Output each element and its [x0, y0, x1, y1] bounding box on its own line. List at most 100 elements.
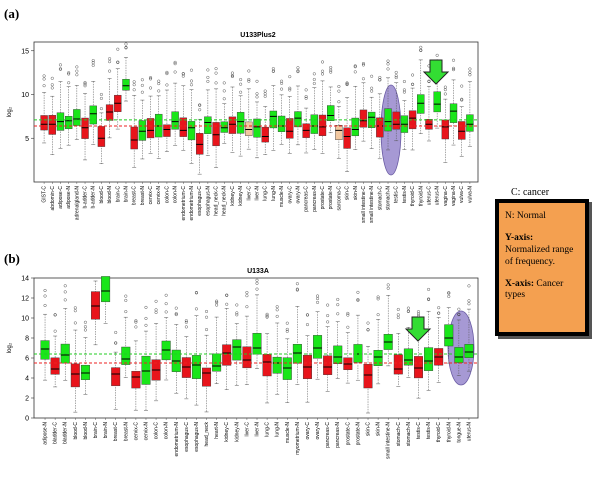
- chart-title: U133Plus2: [240, 32, 276, 39]
- outlier-point: [99, 107, 103, 111]
- y-tick-label: 6: [25, 356, 29, 363]
- x-tick-label: esophagus-N: [194, 422, 200, 452]
- box-muscle-n: [277, 115, 286, 132]
- box-liver-n: [253, 118, 261, 138]
- outlier-point: [83, 320, 87, 324]
- box-skin-c: [343, 127, 351, 149]
- outlier-point: [285, 327, 289, 331]
- outlier-point: [452, 66, 456, 70]
- box-ovary-n: [294, 111, 302, 128]
- outlier-point: [437, 311, 441, 315]
- x-tick-label: uterus-C: [426, 186, 432, 206]
- outlier-point: [63, 290, 67, 294]
- box-tongue-n: [454, 347, 464, 363]
- outlier-point: [124, 294, 128, 298]
- x-tick-label: lung-C: [265, 422, 271, 437]
- x-tick-label: kidney-N: [238, 186, 244, 206]
- outlier-point: [316, 297, 320, 301]
- box-adipose-n: [64, 116, 73, 129]
- y-axis-label: log₂: [7, 106, 13, 117]
- outlier-point: [205, 309, 209, 313]
- x-tick-label: endometrium-C: [181, 186, 187, 221]
- x-tick-label: testis-C: [416, 422, 422, 439]
- outlier-point: [255, 287, 259, 291]
- outlier-point: [376, 313, 380, 317]
- x-tick-label: lung-N: [271, 186, 277, 201]
- box-prostate-c: [318, 114, 327, 136]
- outlier-point: [345, 83, 349, 87]
- outlier-point: [275, 305, 279, 309]
- box-thyroid-n: [417, 94, 425, 114]
- outlier-point: [124, 45, 128, 49]
- outlier-point: [206, 79, 210, 83]
- outlier-point: [396, 316, 400, 320]
- box-head_neck-n: [220, 121, 228, 133]
- x-tick-label: pancreas-C: [325, 422, 331, 448]
- x-tick-label: blood-C: [99, 186, 105, 204]
- outlier-point: [376, 297, 380, 301]
- x-tick-label: adipose-N: [66, 186, 72, 209]
- outlier-point: [329, 70, 333, 74]
- box-brain-n: [101, 276, 111, 303]
- outlier-point: [99, 92, 103, 96]
- outlier-point: [144, 305, 148, 309]
- x-tick-label: bladder-C: [53, 422, 59, 444]
- x-tick-label: kidney-C: [224, 422, 230, 442]
- box-brain-n: [122, 79, 130, 91]
- box-esophagus-n: [204, 116, 212, 134]
- chart-title: U133A: [247, 268, 269, 275]
- outlier-point: [222, 89, 226, 93]
- x-tick-label: stomach-C: [396, 422, 402, 447]
- outlier-point: [452, 58, 456, 62]
- box-kidney-c: [228, 116, 237, 134]
- box-uterus-n: [464, 344, 474, 359]
- outlier-point: [83, 325, 87, 329]
- box-head_neck-c: [212, 122, 220, 147]
- x-tick-label: ovary-N: [315, 422, 321, 440]
- outlier-point: [419, 48, 423, 52]
- x-tick-label: colon-N: [173, 186, 179, 204]
- outlier-point: [205, 315, 209, 319]
- box-breast-c: [111, 367, 121, 387]
- x-tick-label: prostate-N: [355, 422, 361, 446]
- outlier-point: [144, 323, 148, 327]
- outlier-point: [361, 63, 365, 67]
- legend-y-axis-text: Normalized range of frequency.: [505, 244, 574, 267]
- x-tick-label: kidney-C: [230, 186, 236, 206]
- outlier-point: [206, 68, 210, 72]
- outlier-point: [255, 79, 259, 83]
- outlier-point: [468, 67, 472, 71]
- outlier-point: [295, 287, 299, 291]
- x-tick-label: adrenalgland-N: [74, 186, 80, 221]
- outlier-point: [198, 103, 202, 107]
- outlier-point: [91, 63, 95, 67]
- outlier-point: [63, 284, 67, 288]
- outlier-point: [427, 297, 431, 301]
- box-b-adder-c: [81, 117, 89, 139]
- outlier-point: [165, 72, 169, 76]
- outlier-point: [285, 329, 289, 333]
- box-esophagus-n: [191, 355, 201, 379]
- outlier-point: [173, 60, 177, 64]
- y-tick-label: 12: [21, 296, 29, 303]
- outlier-point: [305, 323, 309, 327]
- x-tick-label: liver-C: [246, 186, 252, 201]
- outlier-point: [288, 88, 292, 92]
- x-tick-label: heart-N: [214, 422, 220, 439]
- outlier-point: [245, 291, 249, 295]
- x-tick-label: ovary-C: [287, 186, 293, 204]
- outlier-point: [326, 320, 330, 324]
- outlier-point: [173, 62, 177, 66]
- outlier-point: [353, 70, 357, 74]
- outlier-point: [416, 312, 420, 316]
- x-tick-label: blood-C: [73, 422, 79, 440]
- box-liver-c: [245, 121, 253, 136]
- x-tick-label: skin-C: [345, 186, 351, 201]
- outlier-point: [164, 310, 168, 314]
- outlier-point: [149, 76, 153, 80]
- outlier-point: [230, 74, 234, 78]
- outlier-point: [275, 314, 279, 318]
- box-blood-n: [105, 104, 114, 121]
- outlier-point: [321, 60, 325, 64]
- box-thyroid-n: [444, 324, 454, 347]
